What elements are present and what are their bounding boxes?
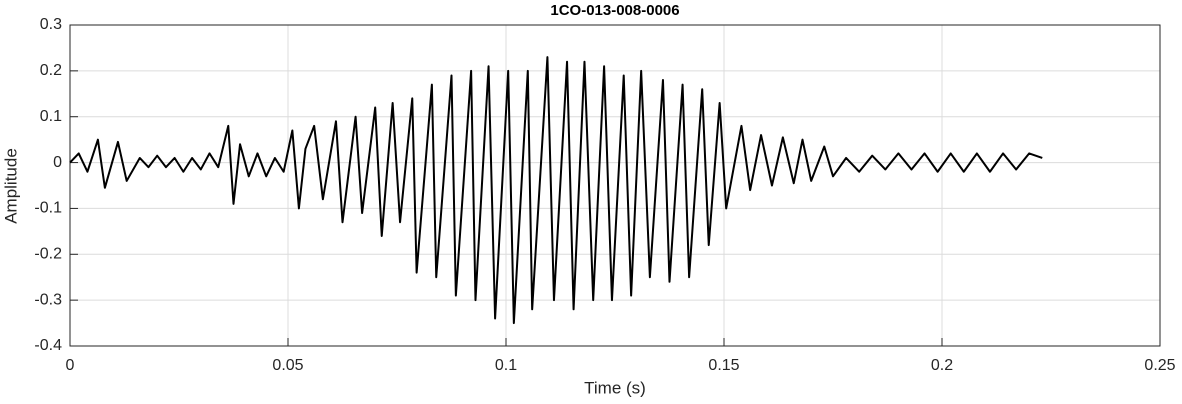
x-tick-label: 0.2 bbox=[931, 357, 953, 374]
x-tick-label: 0.1 bbox=[495, 357, 517, 374]
plot-frame bbox=[69, 24, 1161, 347]
y-tick-label: 0.2 bbox=[40, 62, 62, 79]
y-tick-label: -0.1 bbox=[34, 200, 62, 217]
y-axis-label: Amplitude bbox=[1, 148, 20, 224]
y-tick-label: -0.3 bbox=[34, 291, 62, 308]
x-tick-label: 0.15 bbox=[708, 357, 739, 374]
y-tick-label: 0.1 bbox=[40, 108, 62, 125]
y-tick-label: -0.2 bbox=[34, 246, 62, 263]
x-tick-label: 0.05 bbox=[272, 357, 303, 374]
y-tick-label: -0.4 bbox=[34, 337, 62, 354]
waveform-line bbox=[69, 56, 1043, 325]
chart-title: 1CO-013-008-0006 bbox=[550, 2, 679, 19]
x-tick-label: 0 bbox=[66, 357, 75, 374]
x-axis-label: Time (s) bbox=[584, 378, 646, 397]
x-tick-label: 0.25 bbox=[1144, 357, 1175, 374]
y-tick-label: 0.3 bbox=[40, 16, 62, 33]
y-tick-label: 0 bbox=[53, 154, 62, 171]
